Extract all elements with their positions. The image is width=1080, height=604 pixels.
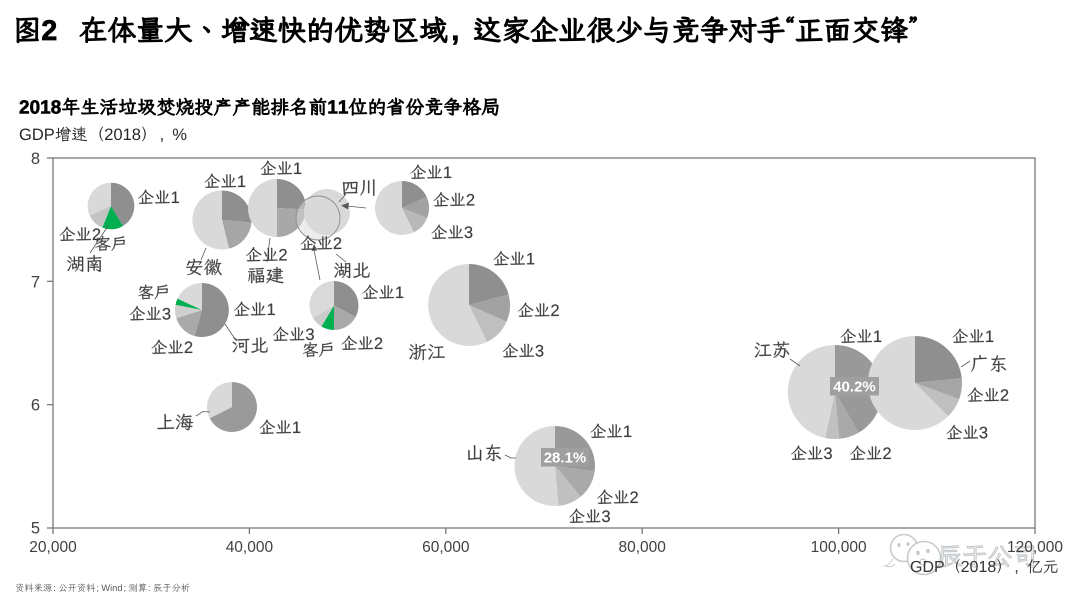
svg-text:40,000: 40,000 [226,539,274,556]
svg-text:80,000: 80,000 [618,539,666,556]
svg-text:8: 8 [31,150,40,168]
svg-text:40.2%: 40.2% [833,379,876,396]
svg-text:100,000: 100,000 [811,539,867,556]
svg-text:60,000: 60,000 [422,539,470,556]
svg-text:28.1%: 28.1% [544,450,587,467]
svg-text:5: 5 [31,520,40,538]
svg-text:20,000: 20,000 [29,539,77,556]
svg-text:7: 7 [31,273,40,291]
svg-text:6: 6 [31,397,40,415]
svg-text:120,000: 120,000 [1007,539,1063,556]
